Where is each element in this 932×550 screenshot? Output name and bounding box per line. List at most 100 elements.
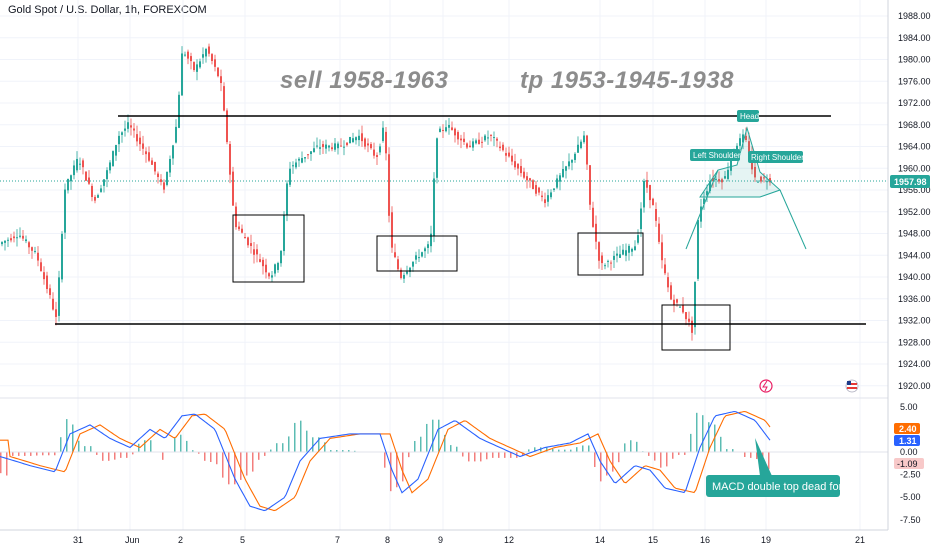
date-axis[interactable]: 31 Jun 2 5 7 8 9 12 14 15 16 19 21: [73, 535, 865, 545]
consolidation-box-1[interactable]: [232, 214, 305, 283]
candle-body: [124, 128, 126, 131]
candle-body: [667, 277, 669, 288]
candle-body: [301, 158, 303, 163]
candle-body: [259, 259, 261, 262]
candle-body: [553, 188, 555, 190]
macd-tick: 5.00: [900, 402, 918, 412]
candle-body: [40, 262, 42, 272]
macd-histogram-bar: [90, 446, 92, 452]
macd-histogram-bar: [288, 436, 290, 452]
candle-body: [307, 154, 309, 156]
candle-body: [154, 161, 156, 172]
macd-histogram-bar: [510, 452, 512, 458]
macd-histogram-bar: [192, 450, 194, 452]
right-shoulder-tag: [748, 151, 803, 163]
candle-body: [427, 244, 429, 248]
candle-body: [58, 277, 60, 316]
macd-histogram-bar: [48, 452, 50, 456]
macd-histogram-bar: [558, 449, 560, 452]
candle-body: [196, 64, 198, 72]
macd-histogram-bar: [690, 433, 692, 452]
price-tick: 1932.00: [898, 316, 931, 326]
candle-body: [706, 191, 708, 196]
price-tick: 1956.00: [898, 185, 931, 195]
macd-note: MACD double top dead fork: [712, 481, 848, 493]
macd-histogram-bar: [222, 452, 224, 478]
candle-body: [181, 53, 183, 96]
candle-body: [334, 143, 336, 150]
macd-histogram-bar: [660, 452, 662, 468]
candle-body: [82, 160, 84, 168]
signal-badge: [894, 423, 920, 434]
candle-body: [601, 255, 603, 264]
macd-histogram-bar: [492, 452, 494, 458]
candle-body: [121, 132, 123, 135]
candle-body: [550, 192, 552, 198]
candle-body: [43, 272, 45, 280]
candle-body: [379, 146, 381, 153]
price-axis[interactable]: 1988.00 1984.00 1980.00 1976.00 1972.00 1968.…: [898, 11, 931, 391]
consolidation-box-4[interactable]: [661, 304, 731, 351]
head-shoulders-pattern[interactable]: Head Left Shoulder Right Shoulder: [685, 110, 807, 250]
macd-histogram-bar: [462, 452, 464, 457]
macd-histogram-bar: [552, 448, 554, 452]
candle-body: [205, 48, 207, 57]
candle-body: [331, 147, 333, 150]
candle-body: [646, 179, 648, 188]
candle-body: [661, 242, 663, 261]
candle-body: [682, 305, 684, 313]
candle-body: [589, 165, 591, 205]
candle-body: [460, 138, 462, 141]
macd-histogram-bar: [294, 422, 296, 452]
candle-body: [199, 61, 201, 68]
candle-body: [736, 145, 738, 151]
candle-body: [445, 127, 447, 132]
price-tick: 1928.00: [898, 337, 931, 347]
candle-body: [103, 179, 105, 186]
consolidation-box-3[interactable]: [577, 232, 644, 276]
macd-histogram-bar: [456, 446, 458, 452]
candle-body: [709, 181, 711, 192]
candle-body: [712, 177, 714, 182]
candle-body: [319, 147, 321, 149]
candle-body: [592, 207, 594, 227]
candle-body: [724, 176, 726, 179]
candle-body: [412, 261, 414, 267]
macd-histogram-bar: [414, 440, 416, 452]
candle-body: [376, 155, 378, 157]
candle-body: [598, 242, 600, 261]
consolidation-box-2[interactable]: [376, 235, 458, 272]
candle-body: [499, 146, 501, 149]
macd-histogram-bar: [84, 446, 86, 452]
candle-body: [511, 155, 513, 162]
candle-body: [25, 239, 27, 242]
date-tick: 14: [595, 535, 605, 545]
signal-badge-value: 2.40: [899, 424, 917, 434]
candle-body: [703, 198, 705, 205]
candle-body: [439, 128, 441, 132]
macd-histogram-bar: [594, 452, 596, 468]
macd-histogram-bar: [36, 452, 38, 456]
macd-histogram-bar: [324, 442, 326, 452]
price-tick: 1968.00: [898, 120, 931, 130]
candle-body: [229, 143, 231, 175]
macd-callout: MACD double top dead fork: [706, 438, 848, 497]
candle-body: [754, 166, 756, 178]
candle-body: [208, 46, 210, 54]
candle-body: [565, 166, 567, 171]
candle-body: [337, 143, 339, 149]
macd-histogram-bar: [702, 415, 704, 452]
candle-body: [622, 249, 624, 255]
date-tick: 9: [438, 535, 443, 545]
candle-body: [61, 233, 63, 280]
candle-body: [547, 195, 549, 202]
candle-body: [463, 138, 465, 142]
dividend-event-icon[interactable]: [759, 379, 773, 393]
candle-body: [403, 274, 405, 279]
candle-body: [763, 177, 765, 179]
candle-body: [127, 122, 129, 129]
candle-body: [571, 159, 573, 163]
candle-body: [469, 145, 471, 148]
macd-histogram-bar: [468, 452, 470, 462]
